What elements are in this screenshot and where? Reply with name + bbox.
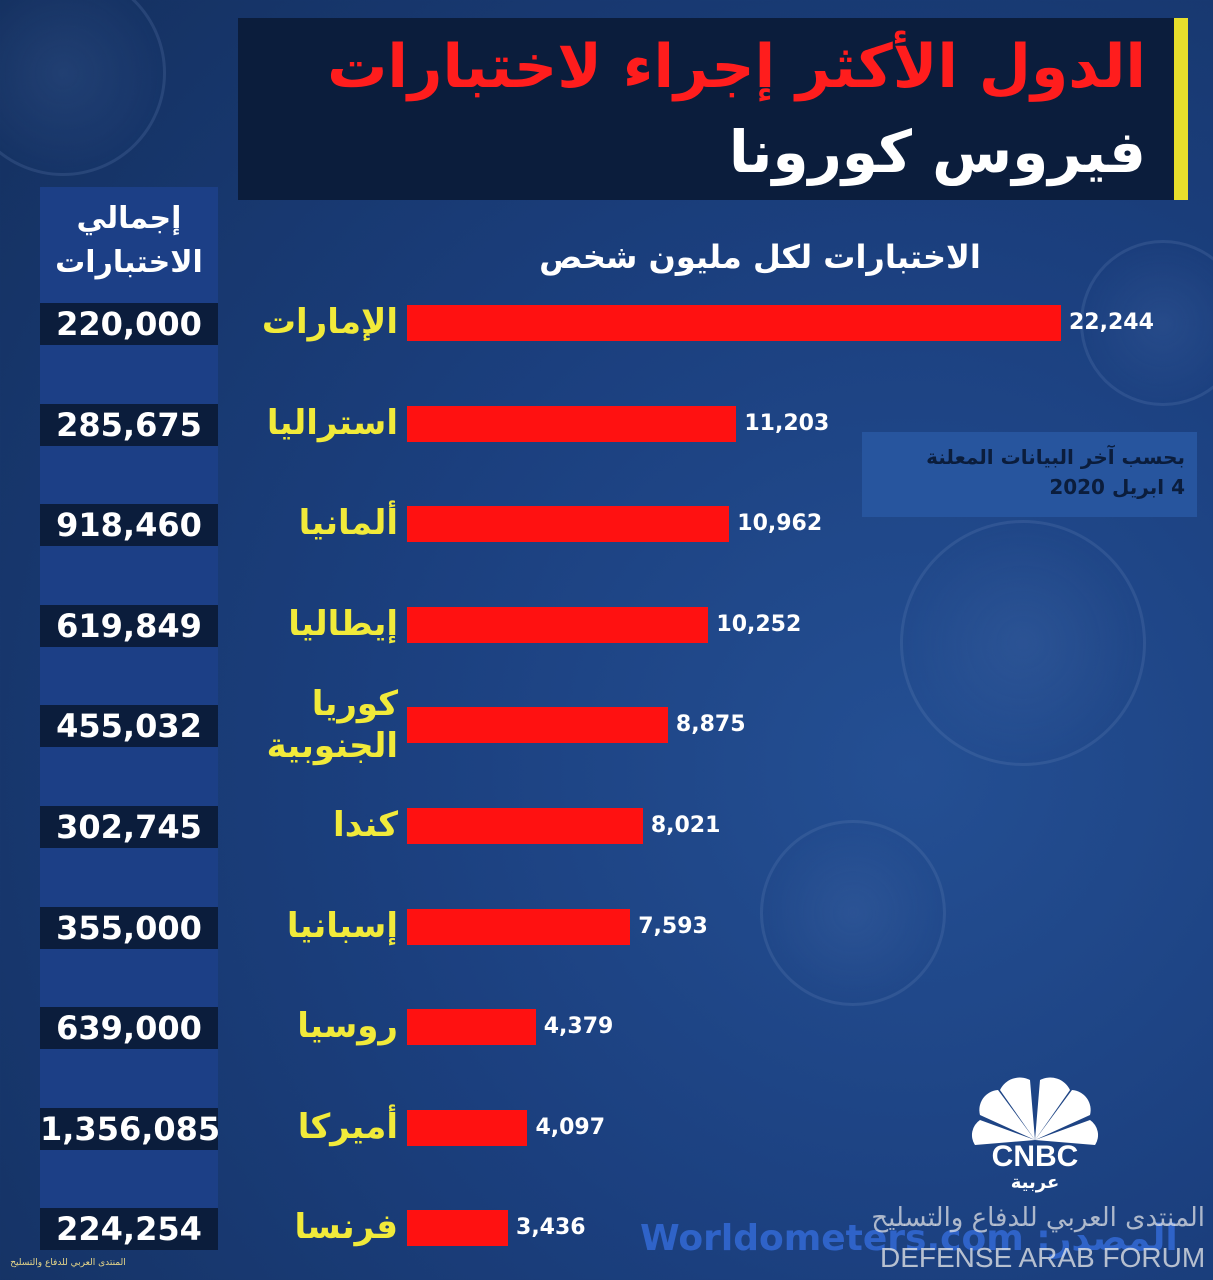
watermark-small: المنتدى العربي للدفاع والتسليح [10, 1258, 126, 1268]
total-tests-cell: 220,000 [40, 303, 218, 345]
country-label: استراليا [266, 402, 398, 443]
source-site: Worldometers.com [640, 1218, 1024, 1259]
country-label: ألمانيا [298, 503, 398, 544]
bar [407, 1009, 536, 1046]
bar-value-label: 7,593 [638, 913, 708, 939]
country-label: كوريا الجنوبية [266, 684, 398, 767]
bar [407, 305, 1061, 341]
country-label: فرنسا [294, 1207, 398, 1248]
bar-value-label: 22,244 [1069, 310, 1154, 335]
country-label: إيطاليا [288, 603, 398, 644]
bar [407, 606, 709, 643]
title-panel: الدول الأكثر إجراء لاختبارات فيروس كورون… [238, 18, 1188, 200]
logo-name: CNBC [991, 1140, 1079, 1173]
country-label: الإمارات [261, 302, 398, 342]
title-line-1: الدول الأكثر إجراء لاختبارات [327, 32, 1146, 102]
title-line-2: فيروس كورونا [728, 118, 1146, 186]
total-tests-cell: 455,032 [40, 705, 218, 748]
bar [407, 908, 631, 945]
source-line: Worldometers.com المصدر: [640, 1218, 1178, 1259]
virus-decoration [1080, 240, 1213, 406]
total-tests-cell: 619,849 [40, 604, 218, 647]
virus-decoration [900, 520, 1146, 766]
total-tests-cell: 285,675 [40, 403, 218, 446]
country-label: كندا [333, 805, 398, 845]
total-tests-cell: 302,745 [40, 806, 218, 848]
bar [407, 405, 737, 442]
source-label: المصدر: [1036, 1218, 1178, 1259]
total-tests-cell: 1,356,085 [40, 1107, 221, 1150]
total-tests-cell: 355,000 [40, 906, 218, 949]
country-label: روسيا [297, 1006, 398, 1047]
bar-value-label: 8,021 [650, 813, 721, 838]
chart-title: الاختبارات لكل مليون شخص [539, 238, 981, 276]
virus-decoration [760, 820, 946, 1006]
country-label: أميركا [297, 1106, 398, 1147]
total-tests-cell: 639,000 [40, 1007, 218, 1050]
bar [407, 707, 668, 744]
bar-value-label: 10,252 [716, 611, 802, 637]
totals-header: إجمالي الاختبارات [40, 197, 218, 285]
note-box: بحسب آخر البيانات المعلنة 4 ابريل 2020 [862, 432, 1197, 517]
peacock-logo-icon [971, 1077, 1099, 1145]
note-line-2: 4 ابريل 2020 [1049, 475, 1185, 499]
bar [407, 1109, 528, 1146]
watermark-arabic: المنتدى العربي للدفاع والتسليح [871, 1203, 1205, 1233]
total-tests-cell: 224,254 [40, 1208, 218, 1251]
logo-sub: عربية [1010, 1172, 1060, 1193]
bar-value-label: 3,436 [516, 1215, 586, 1241]
bar-value-label: 4,379 [543, 1014, 614, 1040]
bar-value-label: 8,875 [675, 712, 746, 738]
virus-decoration [0, 0, 166, 176]
note-line-1: بحسب آخر البيانات المعلنة [926, 445, 1185, 469]
country-label: إسبانيا [286, 905, 398, 946]
bar-value-label: 11,203 [744, 410, 830, 436]
totals-header-line-2: الاختبارات [55, 245, 203, 280]
bar-value-label: 10,962 [737, 511, 823, 537]
bar-value-label: 4,097 [535, 1114, 606, 1140]
total-tests-cell: 918,460 [40, 504, 218, 547]
bar [407, 1210, 509, 1247]
bar [407, 506, 730, 543]
bar [407, 808, 643, 844]
totals-header-line-1: إجمالي [76, 201, 182, 236]
watermark-english: DEFENSE ARAB FORUM [880, 1242, 1206, 1273]
